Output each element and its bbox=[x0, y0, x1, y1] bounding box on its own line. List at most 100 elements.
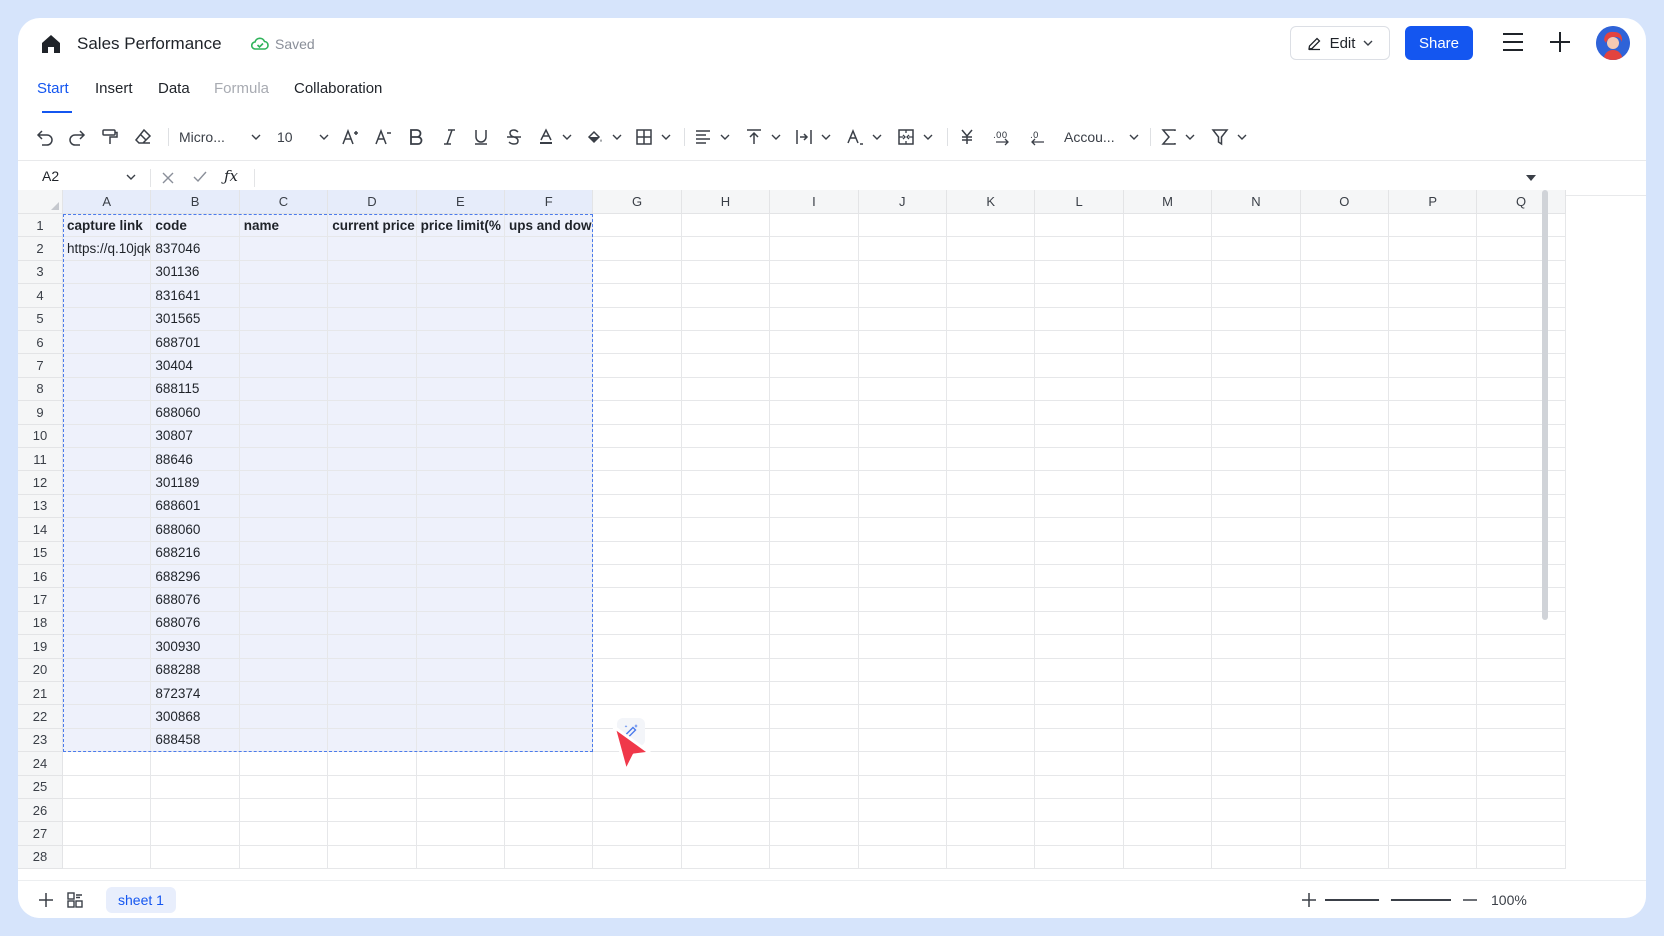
cell[interactable] bbox=[1212, 354, 1301, 378]
tab-formula[interactable]: Formula bbox=[214, 80, 270, 97]
cell[interactable] bbox=[239, 705, 329, 729]
cell[interactable] bbox=[947, 541, 1036, 565]
row-header[interactable]: 16 bbox=[18, 565, 63, 589]
cell[interactable] bbox=[593, 260, 682, 285]
cell[interactable] bbox=[1035, 377, 1124, 402]
cell[interactable] bbox=[63, 518, 152, 542]
cell[interactable] bbox=[328, 635, 417, 659]
tab-start[interactable]: Start bbox=[37, 80, 69, 97]
cell[interactable] bbox=[1123, 284, 1213, 308]
increase-decimal-icon[interactable]: .00 bbox=[993, 118, 1013, 156]
cell[interactable] bbox=[239, 518, 329, 542]
cell[interactable] bbox=[858, 775, 947, 799]
row-header[interactable]: 2 bbox=[18, 237, 63, 261]
cell[interactable] bbox=[858, 565, 947, 589]
cell[interactable] bbox=[1389, 401, 1478, 425]
column-header-i[interactable]: I bbox=[770, 190, 859, 214]
redo-icon[interactable] bbox=[68, 118, 86, 156]
sheet-list-icon[interactable] bbox=[66, 891, 84, 909]
cell[interactable] bbox=[858, 331, 947, 355]
cell[interactable] bbox=[858, 237, 947, 261]
cell[interactable] bbox=[63, 565, 152, 589]
cell[interactable] bbox=[1212, 611, 1301, 636]
cell[interactable] bbox=[1389, 611, 1478, 636]
merge-cells-button[interactable] bbox=[897, 118, 933, 156]
cell[interactable] bbox=[1477, 307, 1566, 331]
cell[interactable] bbox=[505, 565, 594, 589]
cell[interactable] bbox=[593, 494, 682, 519]
sheet-tab[interactable]: sheet 1 bbox=[106, 887, 176, 913]
bold-icon[interactable] bbox=[408, 118, 424, 156]
cell[interactable]: 688296 bbox=[151, 565, 240, 589]
cancel-icon[interactable] bbox=[162, 172, 174, 184]
cell[interactable] bbox=[1123, 260, 1213, 285]
cell[interactable] bbox=[63, 541, 152, 565]
cell[interactable] bbox=[1477, 799, 1566, 823]
cell[interactable] bbox=[770, 260, 859, 285]
cell[interactable] bbox=[416, 377, 505, 402]
row-header[interactable]: 24 bbox=[18, 752, 63, 776]
cell[interactable] bbox=[1300, 494, 1389, 519]
cell[interactable] bbox=[239, 284, 329, 308]
cell[interactable]: name bbox=[239, 214, 329, 238]
cell[interactable] bbox=[770, 377, 859, 402]
cell[interactable] bbox=[770, 471, 859, 495]
cell[interactable] bbox=[328, 237, 417, 261]
cell[interactable] bbox=[239, 565, 329, 589]
cell[interactable] bbox=[505, 799, 594, 823]
cell[interactable] bbox=[239, 401, 329, 425]
cell[interactable]: 688601 bbox=[151, 494, 240, 519]
column-header-d[interactable]: D bbox=[328, 190, 417, 214]
cell[interactable] bbox=[1389, 471, 1478, 495]
row-header[interactable]: 7 bbox=[18, 354, 63, 378]
cell[interactable] bbox=[1035, 682, 1124, 706]
cell[interactable] bbox=[1300, 260, 1389, 285]
cell[interactable] bbox=[1300, 822, 1389, 846]
cell[interactable] bbox=[1300, 237, 1389, 261]
cell[interactable] bbox=[416, 424, 505, 448]
cell[interactable] bbox=[858, 284, 947, 308]
cell[interactable] bbox=[1123, 214, 1213, 238]
cell[interactable] bbox=[1300, 471, 1389, 495]
cell[interactable] bbox=[770, 331, 859, 355]
cell[interactable]: price limit(% bbox=[416, 214, 505, 238]
cell[interactable] bbox=[1389, 307, 1478, 331]
chevron-down-icon[interactable] bbox=[126, 174, 136, 180]
cell[interactable] bbox=[63, 331, 152, 355]
cell[interactable] bbox=[505, 471, 594, 495]
cell[interactable] bbox=[63, 424, 152, 448]
cell[interactable] bbox=[1123, 752, 1213, 776]
cell[interactable] bbox=[681, 331, 771, 355]
cell[interactable] bbox=[1212, 565, 1301, 589]
row-header[interactable]: 1 bbox=[18, 214, 63, 238]
cell[interactable] bbox=[1123, 799, 1213, 823]
cell[interactable] bbox=[593, 565, 682, 589]
cell[interactable] bbox=[947, 588, 1036, 612]
cell[interactable] bbox=[1300, 424, 1389, 448]
decrease-decimal-icon[interactable]: .0 bbox=[1027, 118, 1047, 156]
cell[interactable] bbox=[858, 728, 947, 753]
cell[interactable] bbox=[593, 588, 682, 612]
cell[interactable] bbox=[1477, 728, 1566, 753]
cell[interactable] bbox=[63, 611, 152, 636]
cell[interactable] bbox=[1123, 471, 1213, 495]
cell[interactable] bbox=[681, 705, 771, 729]
cell[interactable] bbox=[416, 354, 505, 378]
cell[interactable] bbox=[505, 845, 594, 870]
column-header-e[interactable]: E bbox=[416, 190, 505, 214]
cell[interactable] bbox=[858, 494, 947, 519]
cell[interactable] bbox=[947, 214, 1036, 238]
cell[interactable] bbox=[1212, 541, 1301, 565]
cell[interactable] bbox=[1212, 635, 1301, 659]
cell[interactable] bbox=[593, 799, 682, 823]
row-header[interactable]: 25 bbox=[18, 775, 63, 799]
cell[interactable] bbox=[858, 611, 947, 636]
cell[interactable] bbox=[858, 260, 947, 285]
cell[interactable] bbox=[770, 541, 859, 565]
cell[interactable] bbox=[770, 307, 859, 331]
cell[interactable] bbox=[63, 682, 152, 706]
column-header-f[interactable]: F bbox=[505, 190, 594, 214]
cell[interactable] bbox=[770, 448, 859, 472]
cell[interactable]: 301136 bbox=[151, 260, 240, 285]
cell[interactable] bbox=[328, 658, 417, 682]
